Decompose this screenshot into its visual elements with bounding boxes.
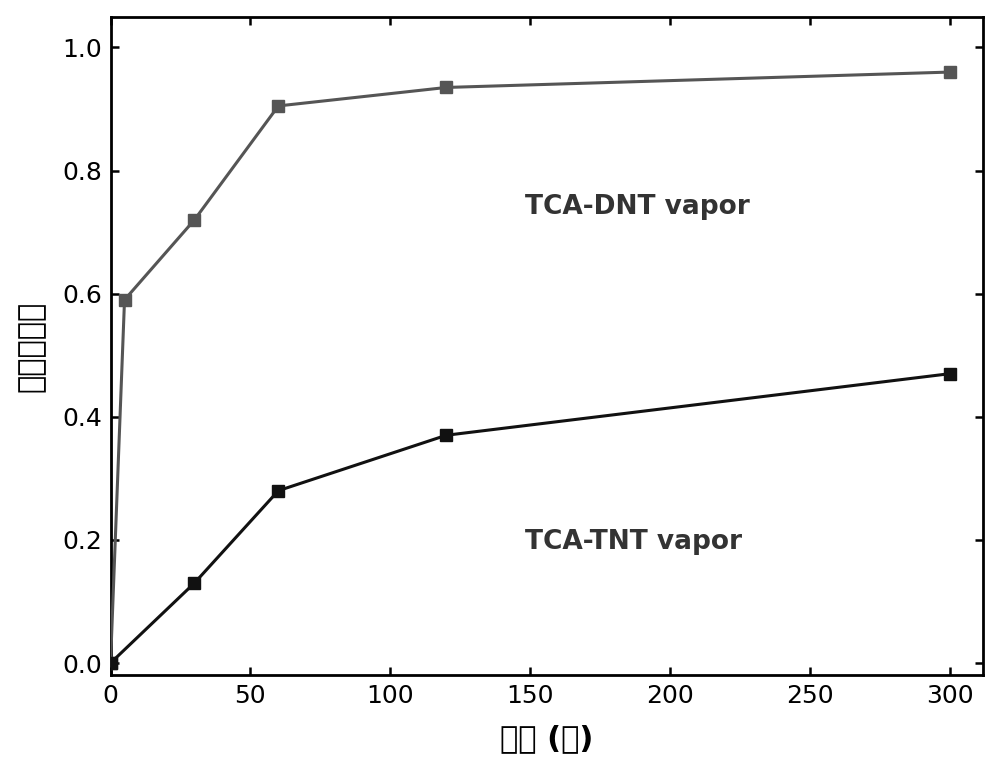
- X-axis label: 时间 (秒): 时间 (秒): [500, 725, 594, 753]
- Text: TCA-TNT vapor: TCA-TNT vapor: [525, 529, 742, 555]
- Y-axis label: 荧光消灯率: 荧光消灯率: [17, 300, 46, 392]
- Text: TCA-DNT vapor: TCA-DNT vapor: [525, 193, 749, 219]
